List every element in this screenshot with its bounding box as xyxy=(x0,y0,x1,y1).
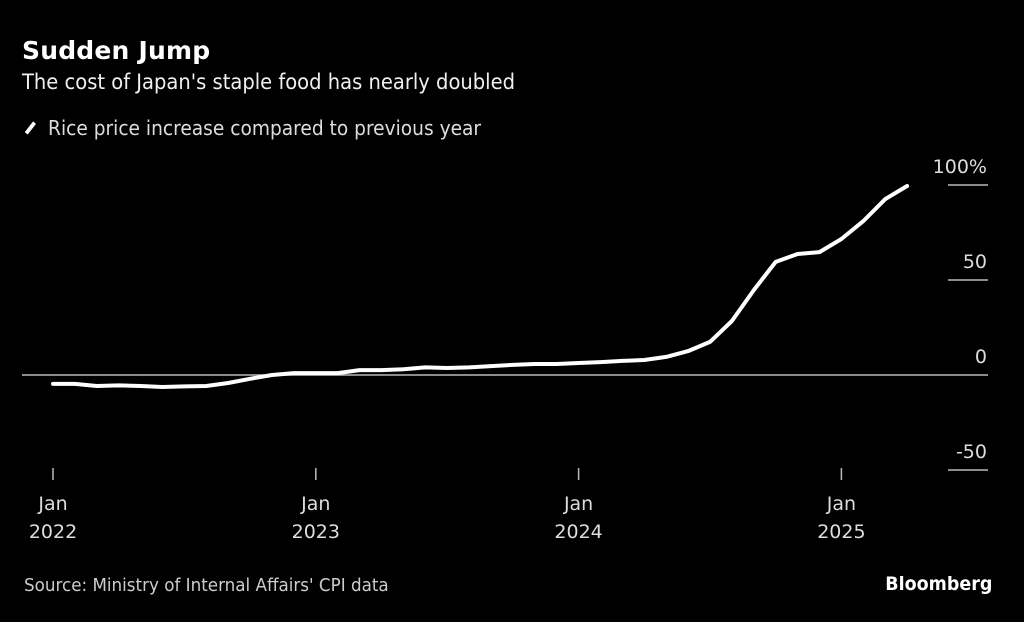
x-tick-label-year: 2022 xyxy=(29,521,77,543)
x-tick-label-year: 2024 xyxy=(554,521,602,543)
x-tick-label-year: 2023 xyxy=(292,521,340,543)
legend: Rice price increase compared to previous… xyxy=(22,116,481,140)
x-tick-label-month: Jan xyxy=(300,493,330,515)
x-tick-label-month: Jan xyxy=(826,493,856,515)
chart-title: Sudden Jump xyxy=(22,36,211,65)
series-line-rice-price xyxy=(51,184,910,389)
y-tick-label: -50 xyxy=(956,441,987,463)
x-tick-label-month: Jan xyxy=(563,493,593,515)
y-axis: 100% 50 0 -50 xyxy=(933,156,988,471)
x-tick-label-year: 2025 xyxy=(817,521,865,543)
x-axis: Jan 2022 Jan 2023 Jan 2024 Jan 2025 xyxy=(29,468,866,543)
x-tick-label-month: Jan xyxy=(37,493,67,515)
legend-label: Rice price increase compared to previous… xyxy=(48,116,482,140)
chart-subtitle: The cost of Japan's staple food has near… xyxy=(22,70,516,94)
y-tick-label: 0 xyxy=(975,346,987,368)
y-tick-label: 100% xyxy=(933,156,987,178)
source-note: Source: Ministry of Internal Affairs' CP… xyxy=(24,575,389,596)
bloomberg-logo: Bloomberg xyxy=(884,573,992,595)
y-tick-label: 50 xyxy=(963,251,987,273)
